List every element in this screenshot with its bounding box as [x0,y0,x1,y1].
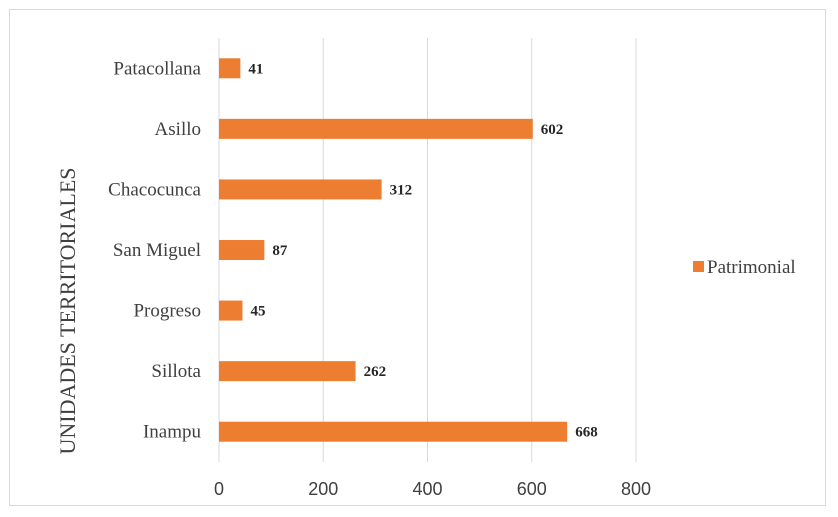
bar-sillota [219,361,356,382]
bars [219,58,568,442]
legend-swatch [693,261,704,272]
data-labels: 668 262 45 87 312 602 41 [248,61,597,440]
bar-patacollana [219,58,241,79]
bar-asillo [219,118,533,139]
x-tick-label: 0 [214,479,224,499]
x-tick-labels: 0 200 400 600 800 [214,479,651,499]
x-tick-label: 200 [308,479,338,499]
gridlines [218,38,637,462]
y-axis-title: UNIDADES TERRITORIALES [55,167,80,454]
bar-inampu [219,421,568,442]
bar-san-miguel [219,240,265,260]
data-label: 41 [248,61,263,77]
data-label: 262 [364,364,387,380]
category-label: Asillo [155,119,201,140]
data-label: 87 [272,243,288,259]
category-label: Patacollana [113,58,201,79]
x-tick-label: 800 [621,479,651,499]
category-label: Inampu [143,422,202,443]
bar-progreso [219,300,243,321]
data-label: 668 [575,425,598,441]
data-label: 45 [250,304,265,320]
x-tick-label: 400 [412,479,442,499]
category-labels: Inampu Sillota Progreso San Miguel Chacocunc… [108,58,201,442]
data-label: 602 [541,122,564,138]
data-label: 312 [390,182,413,198]
legend: Patrimonial [693,257,796,278]
category-label: Chacocunca [108,179,201,200]
x-tick-label: 600 [517,479,547,499]
bar-chacocunca [219,179,382,200]
legend-label: Patrimonial [707,257,796,278]
category-label: Progreso [133,301,201,322]
category-label: San Miguel [113,240,201,261]
category-label: Sillota [151,361,201,382]
